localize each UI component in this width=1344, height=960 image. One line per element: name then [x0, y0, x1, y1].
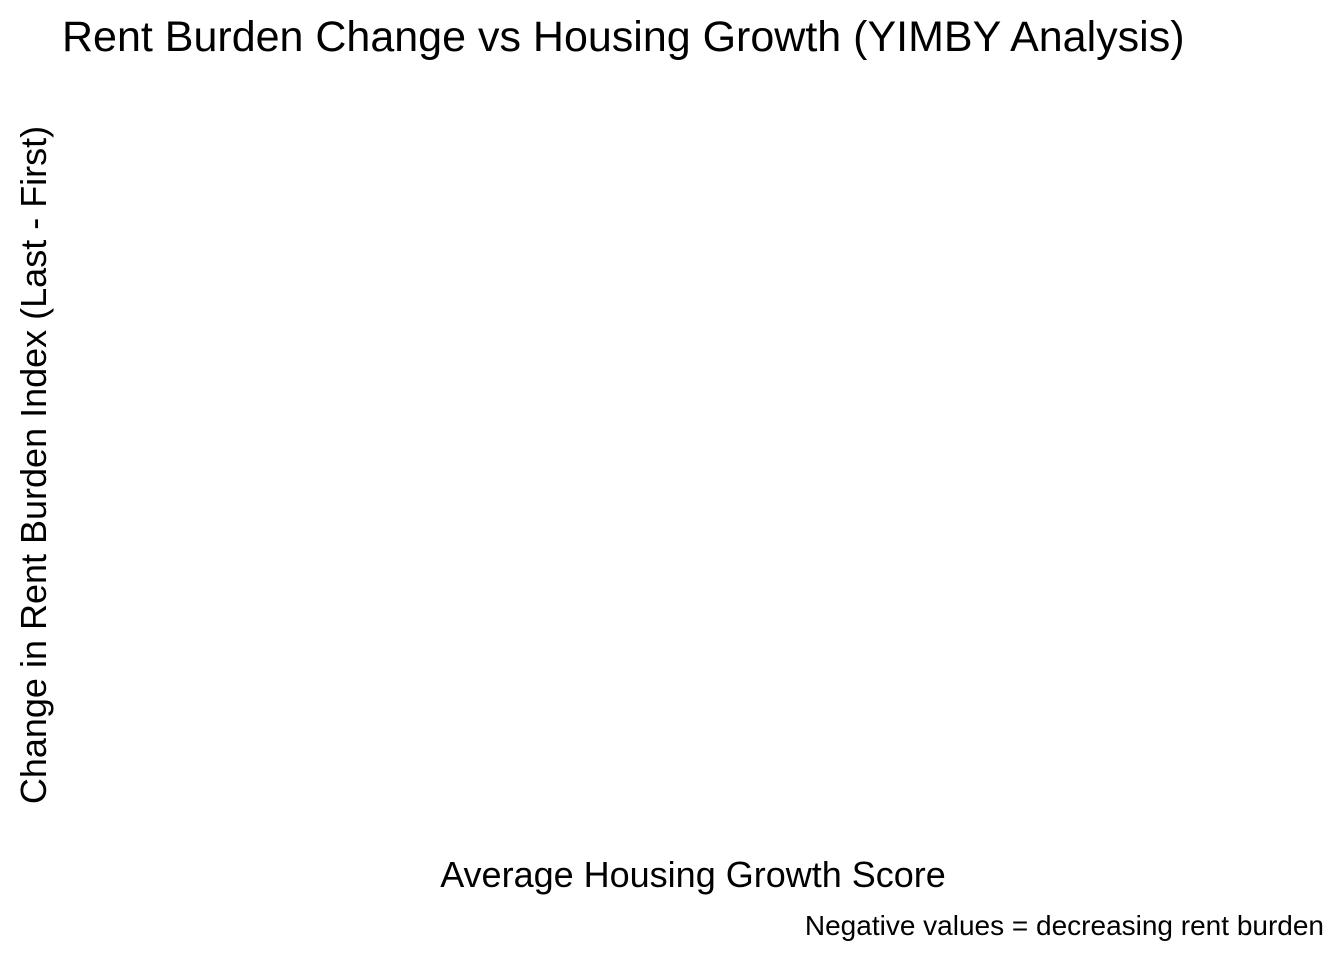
chart-title: Rent Burden Change vs Housing Growth (YI… — [62, 13, 1185, 61]
y-axis-label: Change in Rent Burden Index (Last - Firs… — [13, 125, 54, 805]
plot-area — [62, 80, 1324, 840]
x-axis-label: Average Housing Growth Score — [440, 854, 946, 895]
chart-caption: Negative values = decreasing rent burden — [804, 910, 1324, 941]
